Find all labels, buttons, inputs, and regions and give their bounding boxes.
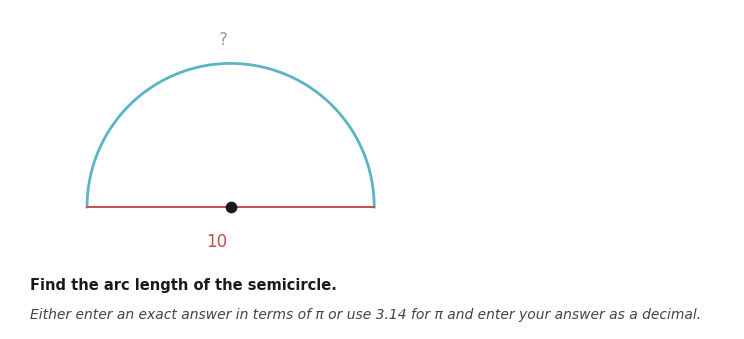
Text: 10: 10	[206, 233, 227, 251]
Text: Find the arc length of the semicircle.: Find the arc length of the semicircle.	[30, 278, 336, 293]
Text: ?: ?	[219, 31, 228, 49]
Text: Either enter an exact answer in terms of π or use 3.14 for π and enter your answ: Either enter an exact answer in terms of…	[30, 308, 701, 322]
Point	[225, 204, 237, 210]
